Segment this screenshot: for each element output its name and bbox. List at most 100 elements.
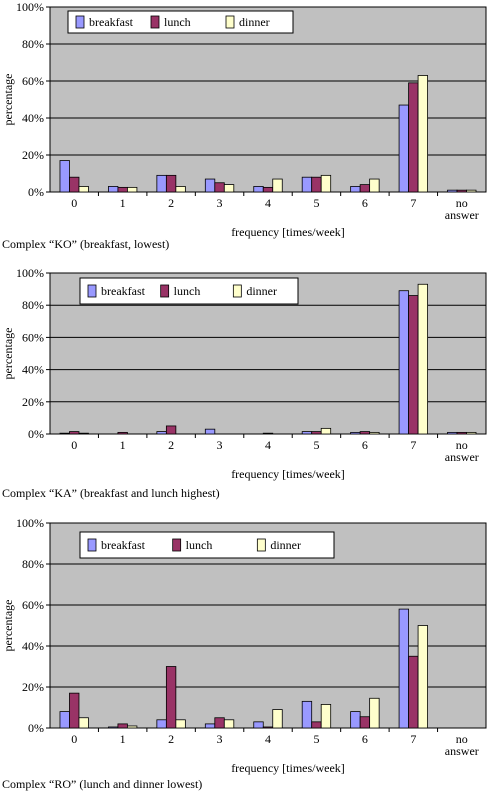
bar-breakfast [59,432,70,435]
y-axis-label: percentage [1,328,15,380]
bar-lunch [311,721,322,729]
x-tick-label: answer [445,744,479,758]
y-tick-label: 60% [22,598,44,612]
bar-dinner [272,709,283,729]
bar-lunch [165,174,177,193]
bar-breakfast [398,608,409,729]
bar-breakfast [108,186,119,193]
chart-ko: 0% 20% 40% 60% 80% 100% percentage 0 1 2 3 4 5 6 7 no an… [0,0,489,251]
bar-lunch [456,431,467,435]
x-tick-label: 5 [313,438,319,452]
bar-dinner [369,431,380,435]
x-tick-label: 4 [265,438,271,452]
bar-lunch [262,186,274,193]
bar-lunch [69,176,80,193]
bar-dinner [78,432,89,435]
bar-dinner [175,719,186,729]
x-tick-label: 5 [313,196,319,210]
x-tick-label: 3 [217,438,223,452]
bar-breakfast [301,176,313,193]
legend-label-lunch: lunch [174,284,201,298]
bar-dinner [369,178,380,193]
x-axis-label: frequency [times/week] [231,225,345,239]
y-tick-label: 40% [22,639,44,653]
legend-swatch-breakfast [87,538,97,552]
bar-breakfast [59,160,70,193]
x-tick-label: 0 [71,732,77,746]
y-tick-label: 0% [28,185,44,199]
x-tick-label: 2 [168,732,174,746]
x-tick-label: 1 [120,196,126,210]
bar-breakfast [398,290,409,435]
x-tick-label: 6 [362,438,368,452]
x-tick-label: 1 [120,732,126,746]
bar-lunch [262,432,274,435]
chart-ko-svg: 0% 20% 40% 60% 80% 100% percentage 0 1 2 3 4 5 6 7 noan… [1,0,487,239]
bar-dinner [223,184,235,193]
y-tick-label: 20% [22,148,44,162]
chart-ro: 0% 20% 40% 60% 80% 100% percentage 0 1 2 3 4 5 6 7 no an… [0,512,489,792]
bar-breakfast [204,723,216,729]
bar-dinner [223,719,235,729]
x-tick-label: answer [445,450,479,464]
bar-dinner [78,186,89,193]
chart-ko-caption: Complex “KO” (breakfast, lowest) [2,237,170,251]
bar-lunch [456,189,467,193]
bar-breakfast [156,431,167,435]
chart-ka-caption: Complex “KA” (breakfast and lunch highes… [2,486,220,500]
legend-label-lunch: lunch [186,538,213,552]
y-axis-label: percentage [1,600,15,652]
bar-lunch [408,295,419,435]
bar-dinner [466,189,477,193]
bar-breakfast [156,719,167,729]
legend-label-breakfast: breakfast [101,284,146,298]
bar-breakfast [350,711,361,729]
y-tick-label: 60% [22,74,44,88]
bar-lunch [165,425,177,435]
bar-lunch [117,431,128,435]
bar-lunch [69,692,80,729]
x-tick-label: 6 [362,196,368,210]
legend-box [79,277,299,305]
bar-breakfast [156,174,167,193]
y-tick-label: 0% [28,721,44,735]
x-tick-label: 3 [217,732,223,746]
x-tick-label: no [456,438,468,452]
x-tick-label: 7 [410,196,416,210]
bar-lunch [311,431,322,435]
bar-breakfast [253,186,264,193]
bar-lunch [165,666,177,729]
bar-lunch [359,431,371,435]
bar-lunch [359,184,371,193]
legend-swatch-breakfast [75,15,85,29]
y-tick-label: 20% [22,680,44,694]
legend-swatch-lunch [172,538,182,552]
legend-box [67,10,294,34]
legend-swatch-lunch [160,284,170,298]
x-tick-label: 7 [410,438,416,452]
x-tick-label: no [456,196,468,210]
x-tick-label: 3 [217,196,223,210]
chart-ka-svg: 0% 20% 40% 60% 80% 100% percentage 0 1 2 3 4 5 6 7 noan… [1,266,487,481]
bar-breakfast [253,721,264,729]
bar-lunch [311,176,322,193]
legend-label-breakfast: breakfast [101,538,146,552]
bar-breakfast [108,726,119,729]
legend-box [79,531,335,559]
bar-dinner [272,178,283,193]
bar-dinner [320,174,332,193]
bar-dinner [417,283,428,435]
bar-dinner [466,431,477,435]
x-tick-label: 4 [265,196,271,210]
bar-dinner [320,704,332,729]
bar-dinner [369,697,380,729]
legend-label-lunch: lunch [164,15,191,29]
bar-dinner [320,427,332,435]
x-tick-label: 4 [265,732,271,746]
chart-ro-caption: Complex “RO” (lunch and dinner lowest) [2,777,203,791]
bar-breakfast [59,711,70,729]
y-tick-label: 40% [22,363,44,377]
x-axis-label: frequency [times/week] [231,467,345,481]
y-tick-label: 100% [16,266,44,280]
bar-breakfast [350,431,361,435]
